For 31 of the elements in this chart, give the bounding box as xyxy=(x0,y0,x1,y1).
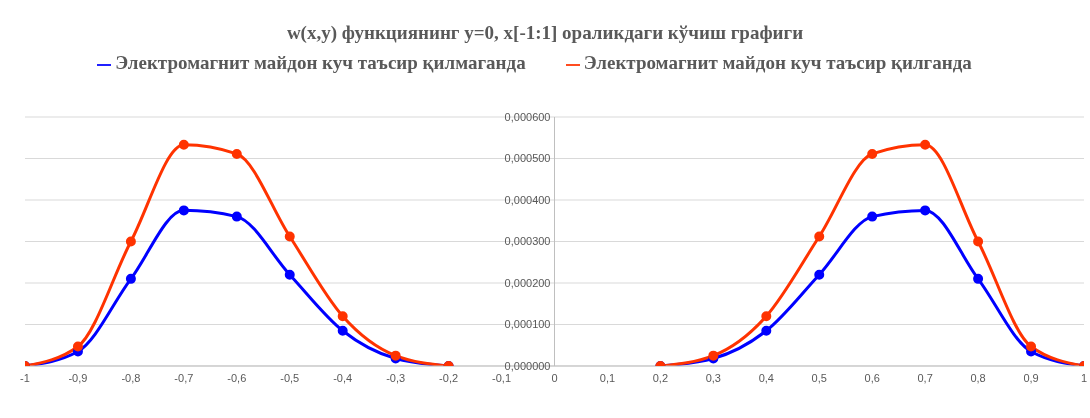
chart-title: w(x,y) функциянинг y=0, x[-1:1] ораликдаги кўчиш графиги xyxy=(285,22,805,44)
x-tick-label: 0,5 xyxy=(811,371,827,384)
x-tick-label: 0 xyxy=(551,371,558,384)
x-tick-label: 0,9 xyxy=(1023,371,1039,384)
x-tick-label: 0,8 xyxy=(970,371,986,384)
x-tick-label: -0,6 xyxy=(227,371,247,384)
legend-label: Электромагнит майдон куч таъсир қилмаганда xyxy=(115,52,526,73)
y-tick-label: 0,000600 xyxy=(504,110,551,123)
x-tick-label: 0,7 xyxy=(917,371,933,384)
y-tick-label: 0,000500 xyxy=(504,152,551,165)
legend-label: Электромагнит майдон куч таъсир қилганда xyxy=(583,52,972,73)
x-tick-label: -0,4 xyxy=(333,371,353,384)
x-tick-label: 0,2 xyxy=(652,371,669,384)
y-tick-label: 0,000400 xyxy=(504,193,551,206)
y-tick-label: 0,000000 xyxy=(504,359,551,372)
x-tick-label: -0,9 xyxy=(68,371,88,384)
x-tick-label: -0,7 xyxy=(174,371,194,384)
x-tick-label: 0,1 xyxy=(599,371,616,384)
x-tick-label: -0,5 xyxy=(280,371,300,384)
x-tick-label: 0,4 xyxy=(758,371,774,384)
x-tick-label: -1 xyxy=(20,371,30,384)
x-tick-label: 1 xyxy=(1080,371,1088,384)
y-tick-label: 0,000100 xyxy=(504,318,551,331)
x-tick-label: 0,3 xyxy=(705,371,721,384)
x-tick-label: -0,3 xyxy=(386,371,406,384)
y-tick-label: 0,000200 xyxy=(504,276,551,289)
x-tick-label: -0,8 xyxy=(121,371,141,384)
x-tick-label: -0,1 xyxy=(492,371,512,384)
x-tick-label: -0,2 xyxy=(439,371,459,384)
x-tick-label: 0,6 xyxy=(864,371,880,384)
y-tick-label: 0,000300 xyxy=(504,235,551,248)
